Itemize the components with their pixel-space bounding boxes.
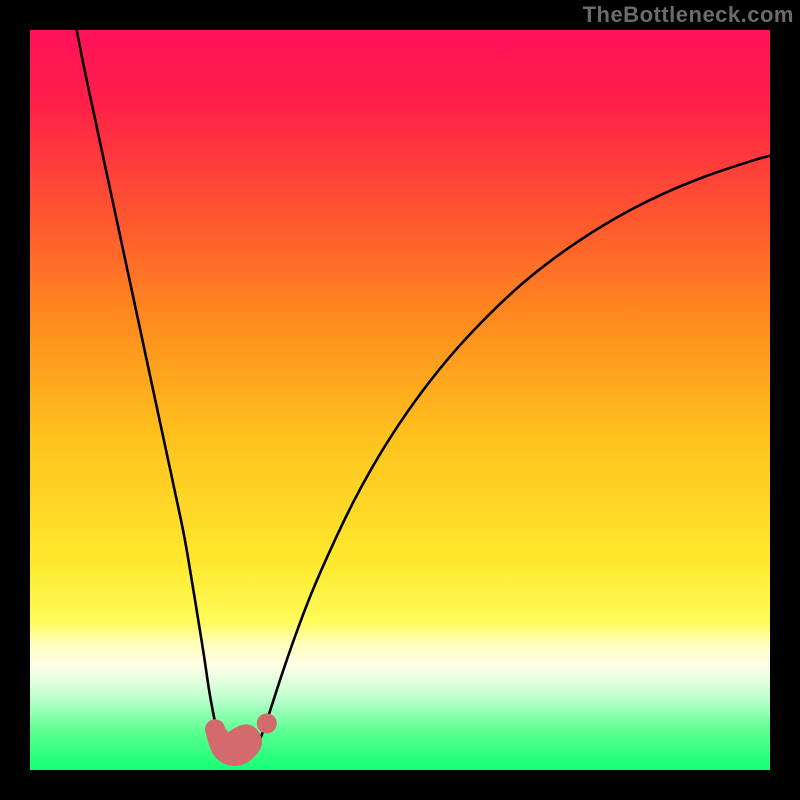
chart-frame: TheBottleneck.com (0, 0, 800, 800)
plot-area (30, 30, 770, 770)
watermark-text: TheBottleneck.com (583, 2, 794, 28)
plot-background-gradient (30, 30, 770, 770)
